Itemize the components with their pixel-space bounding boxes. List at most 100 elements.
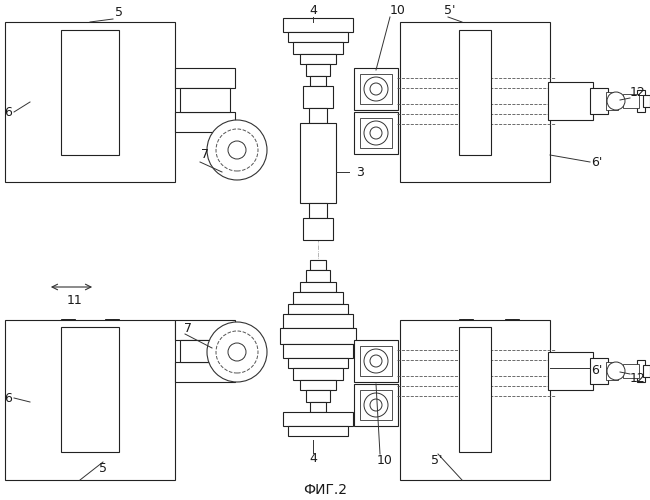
Bar bbox=[459, 22, 473, 32]
Bar bbox=[300, 282, 336, 292]
Bar bbox=[637, 360, 645, 382]
Circle shape bbox=[370, 127, 382, 139]
Circle shape bbox=[364, 77, 388, 101]
Text: 7: 7 bbox=[184, 322, 192, 334]
Bar bbox=[175, 362, 235, 382]
Text: 11: 11 bbox=[67, 294, 83, 306]
Bar bbox=[623, 364, 639, 378]
Circle shape bbox=[364, 393, 388, 417]
Bar bbox=[400, 22, 550, 182]
Text: 4: 4 bbox=[309, 4, 317, 18]
Bar bbox=[354, 68, 398, 110]
Bar bbox=[459, 327, 491, 452]
Bar bbox=[280, 328, 356, 344]
Bar bbox=[459, 30, 491, 155]
Text: 5: 5 bbox=[115, 6, 123, 20]
Bar bbox=[300, 54, 336, 64]
Bar bbox=[283, 314, 353, 328]
Text: 6': 6' bbox=[592, 364, 603, 376]
Bar bbox=[293, 368, 343, 380]
Bar bbox=[180, 88, 230, 112]
Bar bbox=[300, 123, 336, 203]
Bar bbox=[643, 365, 650, 377]
Bar bbox=[354, 384, 398, 426]
Bar bbox=[590, 358, 608, 384]
Bar bbox=[288, 426, 348, 436]
Text: 12: 12 bbox=[630, 86, 646, 98]
Bar bbox=[288, 304, 348, 314]
Bar bbox=[643, 95, 650, 107]
Text: 12: 12 bbox=[630, 372, 646, 384]
Bar bbox=[180, 340, 230, 362]
Text: 6: 6 bbox=[4, 392, 12, 404]
Bar bbox=[119, 23, 174, 181]
Bar bbox=[548, 82, 593, 120]
Bar bbox=[288, 32, 348, 42]
Bar bbox=[459, 453, 473, 465]
Bar bbox=[283, 412, 353, 426]
Bar bbox=[491, 321, 549, 479]
Text: 10: 10 bbox=[377, 454, 393, 466]
Bar bbox=[505, 319, 519, 329]
Bar bbox=[309, 108, 327, 123]
Circle shape bbox=[370, 355, 382, 367]
Bar bbox=[548, 352, 593, 390]
Text: ФИГ.2: ФИГ.2 bbox=[303, 483, 347, 497]
Circle shape bbox=[207, 120, 267, 180]
Bar bbox=[505, 453, 519, 465]
Bar bbox=[119, 321, 174, 479]
Text: 6': 6' bbox=[592, 156, 603, 168]
Bar bbox=[400, 320, 550, 480]
Bar bbox=[360, 74, 392, 104]
Bar bbox=[61, 319, 75, 329]
Bar bbox=[606, 92, 618, 110]
Bar bbox=[505, 155, 519, 167]
Text: 5': 5' bbox=[444, 4, 456, 18]
Bar bbox=[288, 358, 348, 368]
Bar bbox=[175, 320, 235, 340]
Bar bbox=[306, 390, 330, 402]
Circle shape bbox=[364, 349, 388, 373]
Text: 5': 5' bbox=[431, 454, 443, 466]
Circle shape bbox=[207, 322, 267, 382]
Circle shape bbox=[216, 331, 258, 373]
Bar bbox=[300, 380, 336, 390]
Bar bbox=[61, 327, 119, 452]
Bar bbox=[61, 30, 119, 155]
Bar bbox=[175, 112, 235, 132]
Circle shape bbox=[364, 121, 388, 145]
Text: 4: 4 bbox=[309, 452, 317, 466]
Bar bbox=[360, 390, 392, 420]
Bar bbox=[61, 22, 75, 32]
Bar bbox=[293, 292, 343, 304]
Circle shape bbox=[607, 92, 625, 110]
Circle shape bbox=[228, 141, 246, 159]
Bar bbox=[303, 218, 333, 240]
Bar bbox=[505, 22, 519, 32]
Bar bbox=[401, 321, 459, 479]
Bar bbox=[637, 90, 645, 112]
Circle shape bbox=[228, 343, 246, 361]
Bar bbox=[606, 362, 618, 380]
Bar bbox=[590, 88, 608, 114]
Bar bbox=[354, 340, 398, 382]
Bar bbox=[283, 344, 353, 358]
Bar bbox=[303, 86, 333, 108]
Circle shape bbox=[607, 362, 625, 380]
Bar bbox=[105, 319, 119, 329]
Bar bbox=[309, 203, 327, 218]
Bar bbox=[360, 346, 392, 376]
Bar bbox=[310, 402, 326, 412]
Bar bbox=[283, 18, 353, 32]
Bar bbox=[459, 319, 473, 329]
Bar bbox=[105, 22, 119, 32]
Bar bbox=[105, 155, 119, 167]
Circle shape bbox=[370, 399, 382, 411]
Text: 5: 5 bbox=[99, 462, 107, 474]
Bar bbox=[306, 64, 330, 76]
Bar bbox=[293, 42, 343, 54]
Text: 10: 10 bbox=[390, 4, 406, 18]
Bar bbox=[6, 23, 61, 181]
Circle shape bbox=[370, 83, 382, 95]
Bar bbox=[310, 76, 326, 86]
